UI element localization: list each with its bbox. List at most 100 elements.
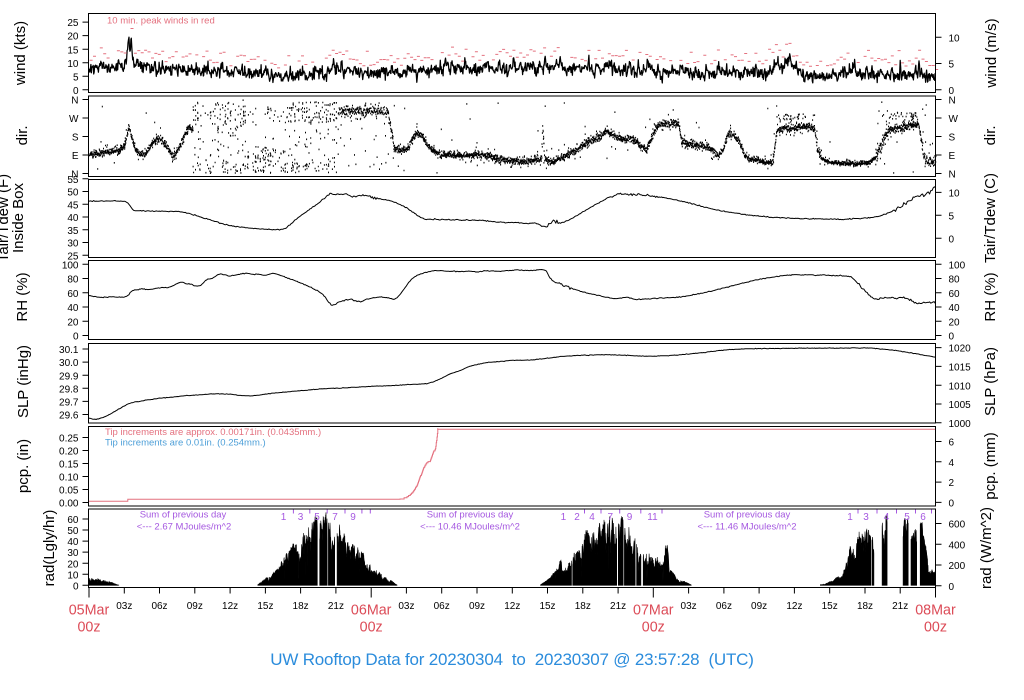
svg-text:20: 20 bbox=[67, 559, 79, 570]
svg-text:00z: 00z bbox=[360, 619, 383, 635]
svg-text:15z: 15z bbox=[822, 601, 838, 612]
svg-text:15z: 15z bbox=[257, 601, 273, 612]
svg-text:1005: 1005 bbox=[949, 400, 972, 411]
svg-text:07Mar: 07Mar bbox=[633, 603, 674, 619]
svg-text:W: W bbox=[69, 114, 79, 125]
svg-text:7: 7 bbox=[332, 512, 338, 523]
svg-text:Tip increments are 0.01in. (0.: Tip increments are 0.01in. (0.254mm.) bbox=[105, 437, 266, 448]
svg-text:Sum of previous day: Sum of previous day bbox=[140, 510, 227, 521]
svg-text:N: N bbox=[949, 96, 956, 107]
svg-text:10: 10 bbox=[67, 59, 79, 70]
svg-text:0: 0 bbox=[949, 234, 955, 245]
svg-text:18z: 18z bbox=[857, 601, 873, 612]
svg-text:00z: 00z bbox=[924, 619, 947, 635]
svg-text:9: 9 bbox=[627, 512, 633, 523]
svg-text:RH (%): RH (%) bbox=[14, 272, 31, 321]
svg-text:Inside Box: Inside Box bbox=[10, 182, 27, 253]
svg-text:100: 100 bbox=[62, 260, 79, 271]
svg-text:Tair/Tdew (F): Tair/Tdew (F) bbox=[0, 174, 12, 262]
svg-text:03z: 03z bbox=[116, 601, 132, 612]
svg-text:1010: 1010 bbox=[949, 381, 972, 392]
svg-text:40: 40 bbox=[67, 303, 79, 314]
svg-text:30: 30 bbox=[67, 239, 79, 250]
svg-text:N: N bbox=[71, 170, 78, 181]
svg-text:pcp. (in): pcp. (in) bbox=[15, 439, 32, 493]
svg-text:10: 10 bbox=[67, 570, 79, 581]
svg-text:E: E bbox=[72, 151, 79, 162]
svg-text:SLP (hPa): SLP (hPa) bbox=[982, 347, 999, 416]
svg-text:0: 0 bbox=[949, 86, 955, 97]
svg-text:40: 40 bbox=[67, 537, 79, 548]
svg-text:0.25: 0.25 bbox=[59, 434, 79, 445]
svg-text:1: 1 bbox=[847, 512, 853, 523]
svg-text:9: 9 bbox=[350, 512, 356, 523]
svg-text:09z: 09z bbox=[187, 601, 203, 612]
svg-text:03z: 03z bbox=[681, 601, 697, 612]
svg-text:dir.: dir. bbox=[14, 125, 31, 145]
svg-text:wind (kts): wind (kts) bbox=[12, 21, 29, 86]
svg-text:1: 1 bbox=[281, 512, 287, 523]
svg-text:40: 40 bbox=[949, 303, 961, 314]
svg-text:6: 6 bbox=[920, 512, 926, 523]
svg-text:Tip increments are approx. 0.0: Tip increments are approx. 0.00171in. (0… bbox=[105, 427, 321, 438]
svg-text:4: 4 bbox=[884, 512, 890, 523]
svg-text:11: 11 bbox=[647, 512, 658, 523]
svg-text:6: 6 bbox=[949, 438, 955, 449]
svg-text:00z: 00z bbox=[77, 619, 100, 635]
svg-text:0: 0 bbox=[949, 582, 955, 593]
svg-text:SLP (inHg): SLP (inHg) bbox=[15, 345, 32, 418]
svg-text:5: 5 bbox=[73, 72, 79, 83]
svg-text:08Mar: 08Mar bbox=[915, 603, 956, 619]
svg-text:03z: 03z bbox=[398, 601, 414, 612]
svg-text:12z: 12z bbox=[504, 601, 520, 612]
svg-text:N: N bbox=[71, 96, 78, 107]
svg-text:21z: 21z bbox=[892, 601, 908, 612]
svg-text:25: 25 bbox=[67, 251, 79, 262]
svg-text:rad(Lgly/hr): rad(Lgly/hr) bbox=[41, 510, 58, 587]
svg-text:RH (%): RH (%) bbox=[982, 272, 999, 321]
svg-text:0: 0 bbox=[73, 581, 79, 592]
svg-text:7: 7 bbox=[608, 512, 614, 523]
svg-text:200: 200 bbox=[949, 561, 966, 572]
svg-text:2: 2 bbox=[949, 478, 955, 489]
svg-text:50: 50 bbox=[67, 526, 79, 537]
svg-text:60: 60 bbox=[67, 515, 79, 526]
svg-text:60: 60 bbox=[949, 289, 961, 300]
svg-text:55: 55 bbox=[67, 175, 79, 186]
svg-text:W: W bbox=[949, 114, 959, 125]
svg-text:400: 400 bbox=[949, 540, 966, 551]
svg-text:20: 20 bbox=[67, 32, 79, 43]
svg-text:09z: 09z bbox=[751, 601, 767, 612]
svg-text:12z: 12z bbox=[786, 601, 802, 612]
svg-text:5: 5 bbox=[949, 211, 955, 222]
svg-text:12z: 12z bbox=[222, 601, 238, 612]
svg-text:06z: 06z bbox=[716, 601, 732, 612]
svg-text:29.8: 29.8 bbox=[59, 384, 79, 395]
svg-text:30.0: 30.0 bbox=[59, 358, 79, 369]
svg-text:40: 40 bbox=[67, 213, 79, 224]
svg-text:2: 2 bbox=[574, 512, 580, 523]
svg-text:10 min. peak winds in red: 10 min. peak winds in red bbox=[107, 16, 215, 27]
svg-text:06z: 06z bbox=[434, 601, 450, 612]
svg-text:00z: 00z bbox=[642, 619, 665, 635]
svg-text:06z: 06z bbox=[151, 601, 167, 612]
svg-text:N: N bbox=[949, 170, 956, 181]
svg-text:20: 20 bbox=[67, 317, 79, 328]
svg-text:21z: 21z bbox=[328, 601, 344, 612]
svg-text:15: 15 bbox=[67, 45, 79, 56]
svg-text:S: S bbox=[949, 133, 956, 144]
svg-text:1: 1 bbox=[561, 512, 567, 523]
svg-text:80: 80 bbox=[67, 275, 79, 286]
svg-text:5: 5 bbox=[314, 512, 320, 523]
svg-text:Sum of previous day: Sum of previous day bbox=[427, 510, 514, 521]
svg-text:5: 5 bbox=[949, 60, 955, 71]
svg-text:20: 20 bbox=[949, 317, 961, 328]
svg-text:0.00: 0.00 bbox=[59, 499, 79, 510]
svg-text:0: 0 bbox=[73, 332, 79, 343]
svg-text:29.9: 29.9 bbox=[59, 371, 79, 382]
svg-text:Tair/Tdew (C): Tair/Tdew (C) bbox=[982, 173, 999, 263]
svg-text:dir.: dir. bbox=[982, 125, 999, 145]
svg-text:29.7: 29.7 bbox=[59, 398, 79, 409]
svg-text:10: 10 bbox=[949, 189, 961, 200]
svg-text:0: 0 bbox=[73, 86, 79, 97]
